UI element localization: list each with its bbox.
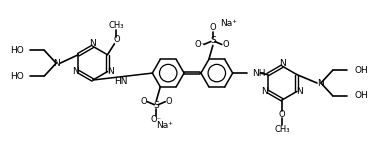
- Text: O: O: [140, 97, 147, 106]
- Text: O: O: [113, 35, 120, 44]
- Text: OH: OH: [355, 91, 369, 100]
- Text: Na⁺: Na⁺: [156, 121, 173, 130]
- Text: HO: HO: [10, 72, 23, 81]
- Text: O⁻: O⁻: [195, 40, 206, 49]
- Text: O⁻: O⁻: [151, 115, 162, 124]
- Text: OH: OH: [355, 66, 369, 75]
- Text: Na⁺: Na⁺: [220, 19, 237, 28]
- Text: S: S: [210, 36, 216, 45]
- Text: O: O: [209, 23, 216, 32]
- Text: O: O: [279, 110, 285, 119]
- Text: N: N: [72, 67, 79, 76]
- Text: CH₃: CH₃: [109, 22, 124, 30]
- Text: CH₃: CH₃: [275, 125, 290, 134]
- Text: N: N: [89, 39, 96, 48]
- Text: N: N: [317, 78, 324, 88]
- Text: S: S: [153, 101, 159, 110]
- Text: N: N: [107, 67, 114, 76]
- Text: N: N: [296, 87, 303, 96]
- Text: N: N: [53, 59, 60, 68]
- Text: N: N: [279, 59, 285, 68]
- Text: O: O: [222, 40, 229, 49]
- Text: HO: HO: [10, 46, 23, 55]
- Text: HN: HN: [114, 77, 128, 86]
- Text: NH: NH: [252, 69, 266, 78]
- Text: O: O: [166, 97, 172, 106]
- Text: N: N: [261, 87, 268, 96]
